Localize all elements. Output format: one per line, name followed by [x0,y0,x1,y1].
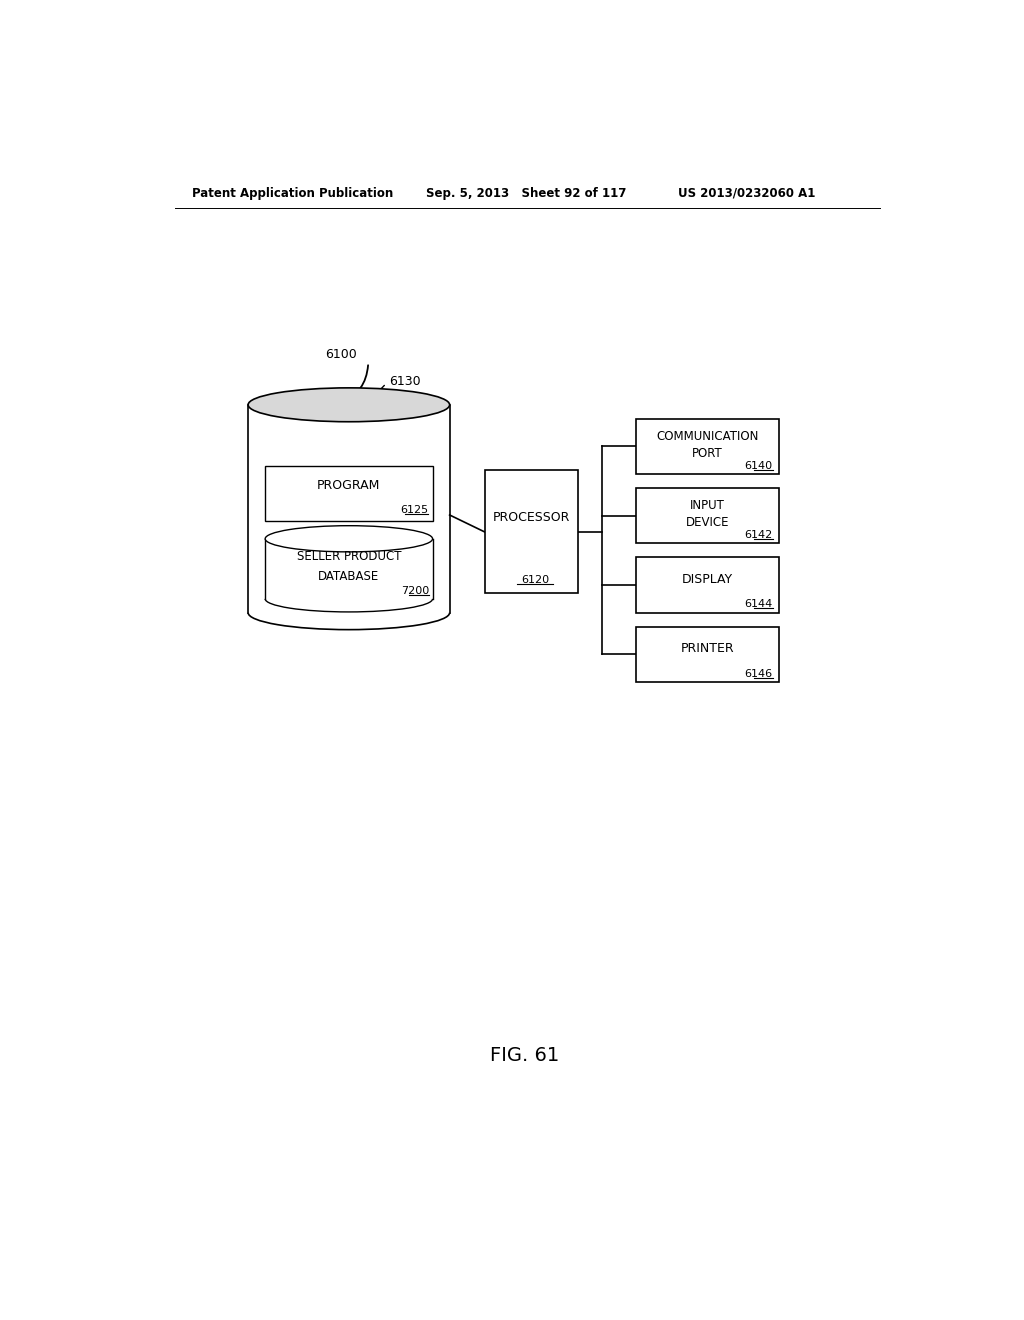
Text: 6140: 6140 [744,461,773,471]
Text: 6130: 6130 [389,375,421,388]
Text: Sep. 5, 2013   Sheet 92 of 117: Sep. 5, 2013 Sheet 92 of 117 [426,186,627,199]
Text: 6120: 6120 [521,574,549,585]
Text: DISPLAY: DISPLAY [682,573,733,586]
Text: 6146: 6146 [744,668,773,678]
Text: PRINTER: PRINTER [681,643,734,655]
Bar [636,557,779,612]
Text: DATABASE: DATABASE [318,569,380,582]
Bar [484,470,578,594]
Text: 6142: 6142 [744,529,773,540]
Text: COMMUNICATION: COMMUNICATION [656,430,759,444]
Polygon shape [248,405,450,612]
Text: PORT: PORT [692,446,723,459]
Text: DEVICE: DEVICE [685,516,729,529]
Bar [265,466,432,521]
Text: 7200: 7200 [401,586,429,597]
Text: US 2013/0232060 A1: US 2013/0232060 A1 [678,186,816,199]
Polygon shape [265,539,432,599]
Text: INPUT: INPUT [690,499,725,512]
Bar [636,418,779,474]
Bar [636,627,779,682]
Text: 6144: 6144 [744,599,773,610]
Text: 6100: 6100 [326,348,357,362]
Text: 6125: 6125 [399,506,428,515]
Text: Patent Application Publication: Patent Application Publication [191,186,393,199]
Ellipse shape [265,525,432,552]
Text: PROCESSOR: PROCESSOR [493,511,569,524]
Text: PROGRAM: PROGRAM [317,479,381,491]
Text: SELLER PRODUCT: SELLER PRODUCT [297,550,401,564]
Ellipse shape [248,388,450,422]
Text: FIG. 61: FIG. 61 [490,1045,559,1065]
Bar [636,488,779,544]
